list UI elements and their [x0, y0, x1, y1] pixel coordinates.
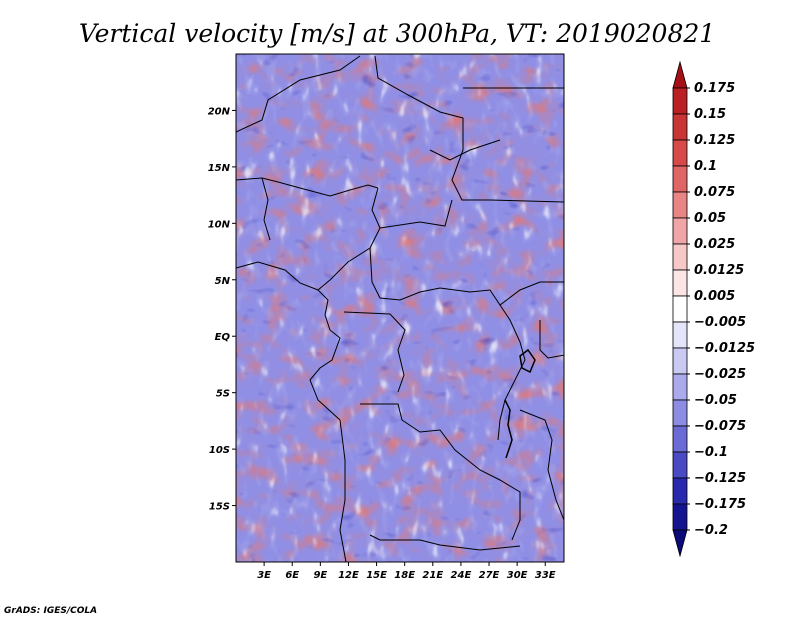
colorbar-label: 0.125 — [694, 133, 735, 148]
x-axis: 3E 6E 9E 12E 15E 18E 21E 24E 27E 30E 33E — [257, 562, 556, 581]
colorbar-segment — [672, 347, 688, 375]
colorbar-segment — [672, 503, 688, 531]
y-tick-label: EQ — [215, 332, 231, 343]
x-tick-label: 27E — [479, 570, 500, 581]
colorbar-segment — [672, 321, 688, 349]
x-tick-label: 30E — [507, 570, 528, 581]
colorbar-segment — [672, 477, 688, 505]
colorbar-segment — [672, 295, 688, 323]
y-tick-label: 20N — [208, 106, 231, 117]
colorbar-segment — [672, 269, 688, 297]
colorbar-label: −0.1 — [694, 445, 728, 460]
x-tick-label: 9E — [313, 570, 327, 581]
colorbar-label: 0.175 — [694, 81, 735, 96]
colorbar-label: 0.0125 — [694, 263, 744, 278]
colorbar-label: −0.075 — [694, 419, 746, 434]
y-tick-label: 5S — [216, 389, 230, 400]
y-tick-label: 10N — [208, 219, 231, 230]
colorbar-segment — [672, 139, 688, 167]
map-field — [236, 54, 564, 562]
lakes — [504, 348, 536, 459]
credit-label: GrADS: IGES/COLA — [4, 606, 97, 616]
colorbar-label: −0.005 — [694, 315, 746, 330]
x-tick-label: 18E — [394, 570, 415, 581]
colorbar-label: −0.125 — [694, 471, 746, 486]
colorbar-label: 0.075 — [694, 185, 735, 200]
colorbar-label: −0.025 — [694, 367, 746, 382]
x-tick-label: 6E — [285, 570, 299, 581]
colorbar-segment — [672, 529, 688, 558]
colorbar-label: 0.025 — [694, 237, 735, 252]
y-tick-label: 15N — [208, 163, 231, 174]
y-tick-label: 15S — [209, 502, 230, 513]
colorbar-label: −0.0125 — [694, 341, 755, 356]
colorbar-segment — [672, 165, 688, 193]
colorbar-label: 0.15 — [694, 107, 726, 122]
x-tick-label: 12E — [338, 570, 359, 581]
colorbar: 0.175 0.15 0.125 0.1 0.075 0.05 0.025 0.0125 0.0… — [672, 60, 755, 558]
colorbar-segment — [672, 373, 688, 401]
colorbar-label: −0.175 — [694, 497, 746, 512]
x-tick-label: 3E — [257, 570, 271, 581]
colorbar-label: 0.005 — [694, 289, 735, 304]
colorbar-label: −0.2 — [694, 523, 728, 538]
x-tick-label: 15E — [366, 570, 387, 581]
x-tick-label: 24E — [451, 570, 472, 581]
colorbar-segment — [672, 425, 688, 453]
colorbar-segment — [672, 113, 688, 141]
colorbar-label: −0.05 — [694, 393, 737, 408]
colorbar-label: 0.05 — [694, 211, 726, 226]
colorbar-segment — [672, 451, 688, 479]
colorbar-segment — [672, 217, 688, 245]
country-borders — [236, 55, 564, 562]
colorbar-segment — [672, 60, 688, 89]
chart-title: Vertical velocity [m/s] at 300hPa, VT: 2… — [79, 19, 715, 48]
colorbar-segment — [672, 399, 688, 427]
x-tick-label: 33E — [535, 570, 556, 581]
x-tick-label: 21E — [422, 570, 443, 581]
y-tick-label: 5N — [215, 276, 231, 287]
y-tick-label: 10S — [209, 445, 230, 456]
map-frame — [235, 53, 565, 563]
y-axis: 20N 15N 10N 5N EQ 5S 10S 15S — [208, 106, 236, 513]
colorbar-label: 0.1 — [694, 159, 717, 174]
colorbar-segment — [672, 243, 688, 271]
colorbar-segment — [672, 87, 688, 115]
colorbar-segment — [672, 191, 688, 219]
